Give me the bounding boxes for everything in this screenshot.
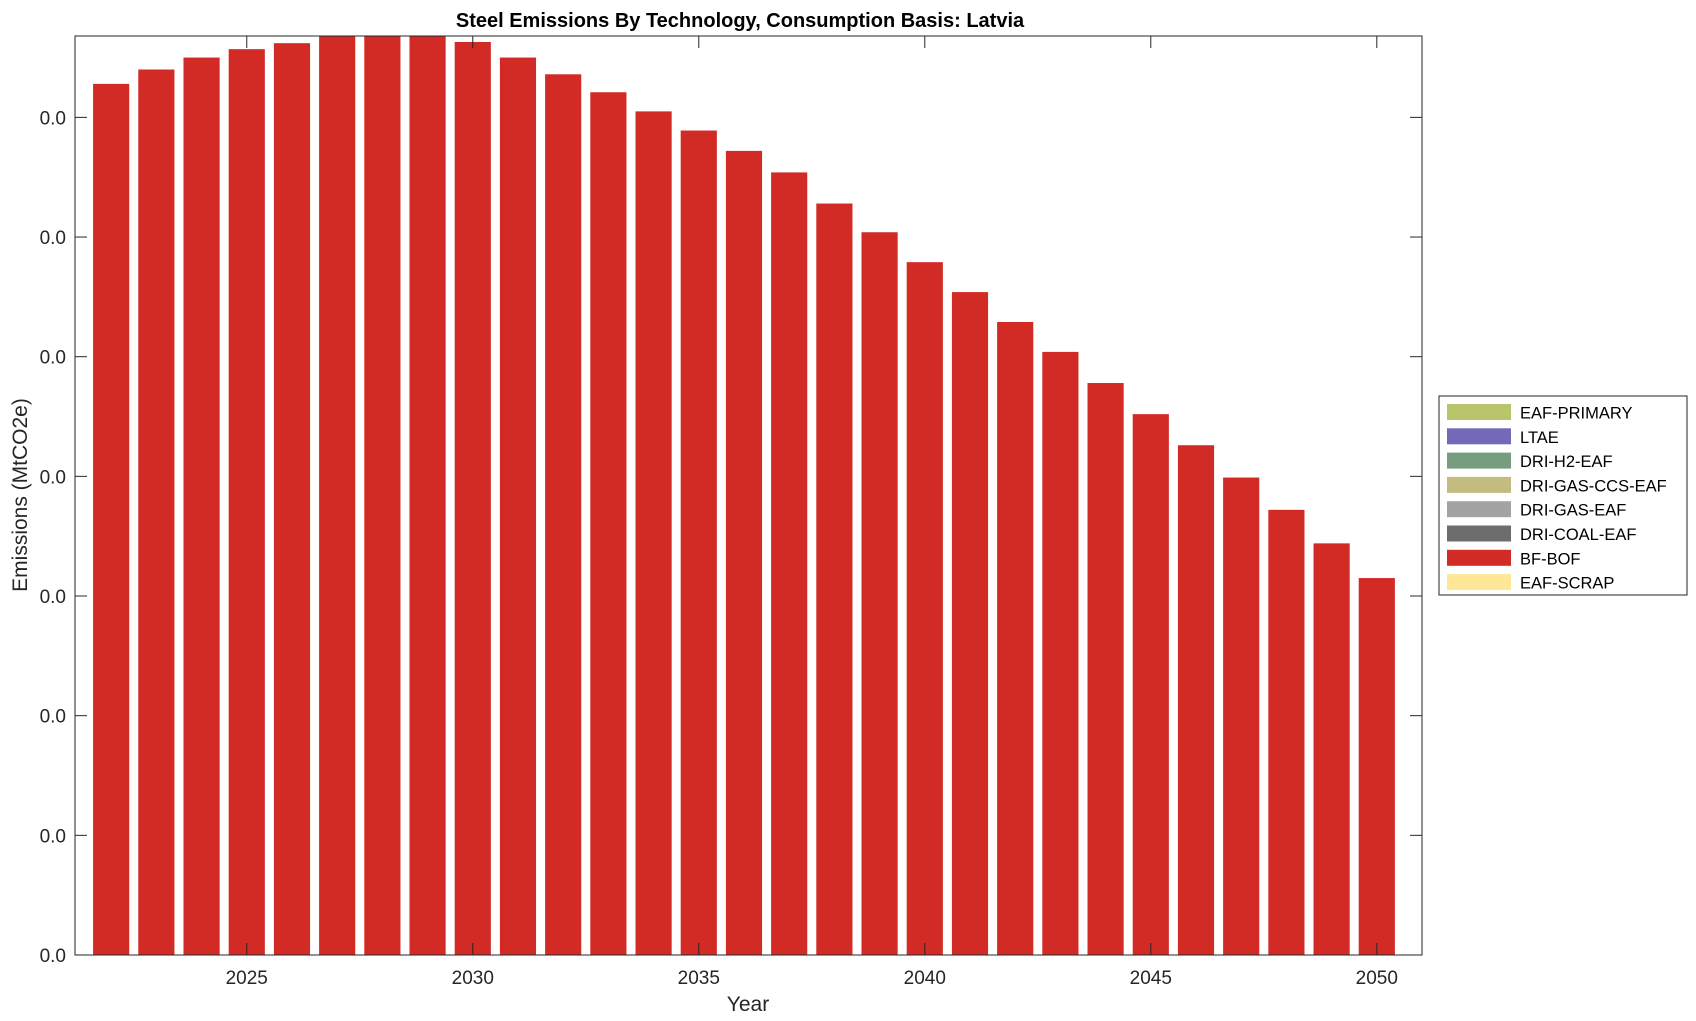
bar-bf-bof-2040 — [906, 262, 943, 955]
bar-bf-bof-2029 — [409, 36, 446, 955]
y-tick-label: 0.0 — [40, 228, 66, 249]
bar-bf-bof-2046 — [1177, 445, 1215, 955]
bar-bf-bof-2050 — [1358, 578, 1395, 955]
bar-bf-bof-2033 — [590, 92, 627, 956]
bar-bf-bof-2026 — [273, 43, 311, 956]
bar-bf-bof-2022 — [93, 83, 130, 956]
bar-bf-bof-2038 — [816, 203, 853, 955]
legend-label-ltae: LTAE — [1520, 429, 1559, 447]
bar-bf-bof-2044 — [1087, 383, 1124, 955]
bar-bf-bof-2049 — [1313, 543, 1350, 955]
legend-label-dri-coal-eaf: DRI-COAL-EAF — [1520, 526, 1636, 544]
x-tick-label: 2045 — [1130, 968, 1172, 989]
bar-bf-bof-2048 — [1268, 509, 1305, 955]
bar-bf-bof-2042 — [997, 321, 1034, 955]
bar-bf-bof-2028 — [364, 36, 401, 955]
legend-label-eaf-scrap: EAF-SCRAP — [1520, 575, 1614, 593]
legend-swatch-dri-coal-eaf — [1447, 525, 1511, 542]
x-tick-label: 2025 — [226, 968, 268, 989]
legend-swatch-eaf-scrap — [1447, 574, 1511, 591]
plot-frame — [74, 35, 1423, 956]
legend-swatch-bf-bof — [1447, 549, 1511, 566]
bar-bf-bof-2043 — [1042, 351, 1079, 955]
bar-bf-bof-2025 — [228, 49, 265, 956]
bar-bf-bof-2047 — [1223, 477, 1260, 955]
bar-bf-bof-2045 — [1132, 414, 1169, 955]
bar-bf-bof-2030 — [454, 41, 491, 956]
bar-bf-bof-2032 — [545, 74, 582, 956]
bar-bf-bof-2037 — [771, 172, 808, 955]
bar-bf-bof-2035 — [680, 130, 717, 955]
x-tick-label: 2035 — [678, 968, 720, 989]
y-tick-label: 0.0 — [40, 348, 66, 369]
y-tick-label: 0.0 — [40, 108, 66, 129]
bar-bf-bof-2027 — [319, 36, 356, 955]
legend-items: EAF-PRIMARY LTAE DRI-H2-EAF DRI-GAS-CCS-EAF… — [1447, 404, 1667, 593]
x-tick-label: 2050 — [1356, 968, 1398, 989]
legend-swatch-dri-gas-ccs-eaf — [1447, 476, 1511, 493]
bar-bf-bof-2031 — [499, 57, 537, 956]
y-axis: 0.0 0.0 0.0 0.0 0.0 0.0 0.0 0.0 — [40, 108, 1422, 967]
legend-swatch-dri-gas-eaf — [1447, 501, 1511, 518]
x-axis: 2025 2030 2035 2040 2045 2050 — [226, 36, 1398, 989]
legend-label-bf-bof: BF-BOF — [1520, 550, 1581, 568]
y-axis-label: Emissions (MtCO2e) — [9, 398, 32, 592]
bars-layer — [93, 36, 1395, 956]
bar-bf-bof-2024 — [183, 57, 220, 956]
legend-label-eaf-primary: EAF-PRIMARY — [1520, 405, 1632, 423]
legend-label-dri-gas-eaf: DRI-GAS-EAF — [1520, 502, 1626, 520]
chart-title: Steel Emissions By Technology, Consumpti… — [456, 10, 1025, 32]
legend-swatch-eaf-primary — [1447, 404, 1511, 420]
x-tick-label: 2030 — [452, 968, 494, 989]
y-tick-label: 0.0 — [40, 707, 66, 728]
legend-label-dri-gas-ccs-eaf: DRI-GAS-CCS-EAF — [1520, 477, 1667, 495]
legend-swatch-dri-h2-eaf — [1447, 452, 1511, 469]
bar-bf-bof-2039 — [861, 232, 898, 956]
y-tick-label: 0.0 — [40, 946, 66, 967]
y-tick-label: 0.0 — [40, 467, 66, 488]
x-tick-label: 2040 — [904, 968, 946, 989]
y-tick-label: 0.0 — [40, 826, 66, 847]
bar-bf-bof-2036 — [725, 150, 763, 956]
legend-swatch-ltae — [1447, 428, 1511, 445]
x-axis-label: Year — [727, 993, 769, 1016]
legend-label-dri-h2-eaf: DRI-H2-EAF — [1520, 453, 1613, 471]
y-tick-label: 0.0 — [40, 587, 66, 608]
bar-bf-bof-2023 — [138, 69, 175, 955]
legend: EAF-PRIMARY LTAE DRI-H2-EAF DRI-GAS-CCS-EAF… — [1438, 395, 1688, 596]
bar-bf-bof-2034 — [635, 111, 672, 955]
bar-bf-bof-2041 — [951, 292, 989, 956]
